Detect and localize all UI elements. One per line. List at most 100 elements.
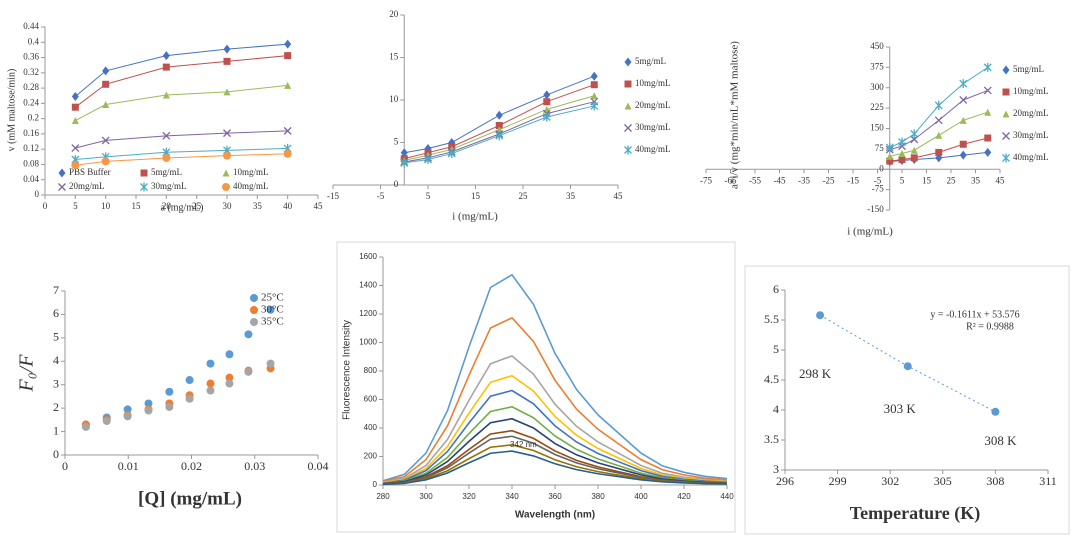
legend-marker [624,124,632,132]
legend-marker [222,183,230,191]
y-tick-label: 6 [773,282,779,296]
marker [71,117,79,125]
y-tick-label: 4 [773,402,779,416]
y-tick-label: 600 [364,395,378,404]
y-tick-label: 0.32 [23,67,39,77]
marker [102,101,110,109]
x-tick-label: 340 [505,492,519,501]
marker [991,407,1000,416]
annotation: 342 nm [510,440,537,449]
series-line [382,354,728,484]
marker [144,399,153,408]
marker [101,157,110,166]
marker [266,359,275,368]
marker [910,154,918,162]
x-tick-label: 10 [101,201,111,211]
legend-label: 30mg/mL [635,122,671,132]
series-line [382,405,728,485]
x-tick-label: 0.02 [181,459,202,473]
x-tick-label: -35 [798,175,810,185]
marker [123,412,132,421]
x-tick-label: 0 [43,201,48,211]
y-tick-label: 5 [773,342,779,356]
point-label: 303 K [884,401,917,416]
marker [910,129,919,139]
marker [910,146,918,154]
marker [244,367,253,376]
legend-label: 35°C [261,316,284,328]
x-tick-label: -25 [823,175,835,185]
marker [223,151,231,160]
marker [206,386,215,395]
x-tick-label: 0.01 [118,459,139,473]
y-tick-label: 225 [870,102,884,112]
marker [206,379,215,388]
series-line [889,111,988,157]
panel-frame [744,265,1070,535]
y-tick-label: 0.44 [23,21,39,31]
legend-label: 25°C [261,292,284,304]
series-line [404,84,595,160]
x-tick-label: 5 [426,191,431,201]
marker [983,86,992,95]
y-tick-label: 3.5 [764,432,779,446]
x-tick-label: -45 [774,175,786,185]
marker [495,122,503,129]
marker [934,116,943,125]
marker [590,81,598,89]
marker [903,362,912,371]
marker [185,394,194,403]
y-tick-label: 0.12 [23,143,39,153]
x-tick-label: 400 [634,492,648,501]
x-tick-label: 45 [314,201,324,211]
marker [542,112,551,122]
y-axis-label: v (mM maltose/min) [6,69,17,152]
series-line [404,95,595,161]
marker [284,39,292,49]
marker [590,101,599,111]
y-tick-label: 1600 [359,252,377,261]
x-tick-label: 308 [986,474,1004,488]
x-tick-label: 360 [548,492,562,501]
legend-marker [1002,65,1010,75]
y-tick-label: 200 [364,452,378,461]
y-tick-label: 0 [394,179,399,189]
marker [447,149,456,159]
y-tick-label: 0 [35,189,40,199]
x-tick-label: 296 [776,474,794,488]
y-tick-label: 0.4 [28,36,40,46]
legend-label: 30mg/mL [1013,130,1049,140]
y-tick-label: 4.5 [764,372,779,386]
marker [400,158,409,168]
y-tick-label: 375 [870,61,884,71]
x-tick-label: 45 [614,191,624,201]
annotation: R² = 0.9988 [966,321,1014,332]
marker [816,311,825,320]
marker [71,103,79,111]
y-tick-label: 7 [53,283,59,297]
legend-label: 20mg/mL [635,100,671,110]
marker [543,98,551,106]
y-tick-label: 800 [364,366,378,375]
legend-marker [58,168,66,178]
x-tick-label: 320 [462,492,476,501]
marker [71,91,79,101]
y-tick-label: -75 [872,184,884,194]
marker [543,90,551,100]
y-tick-label: 15 [389,52,399,62]
marker [165,387,174,396]
marker [223,57,231,65]
y-tick-label: 0.2 [28,113,39,123]
legend-marker [1002,153,1010,163]
x-tick-label: 35 [253,201,263,211]
legend-label: 20mg/mL [1013,108,1049,118]
marker [244,330,253,339]
x-axis-label: i (mg/mL) [847,226,893,238]
y-axis-label: a*i/v (mg*min/mL*mM maltose) [729,41,741,189]
marker [223,44,231,54]
legend-label: 40mg/mL [635,144,671,154]
marker [223,129,231,138]
marker [225,350,234,359]
series-line [404,105,595,164]
marker [71,144,80,152]
